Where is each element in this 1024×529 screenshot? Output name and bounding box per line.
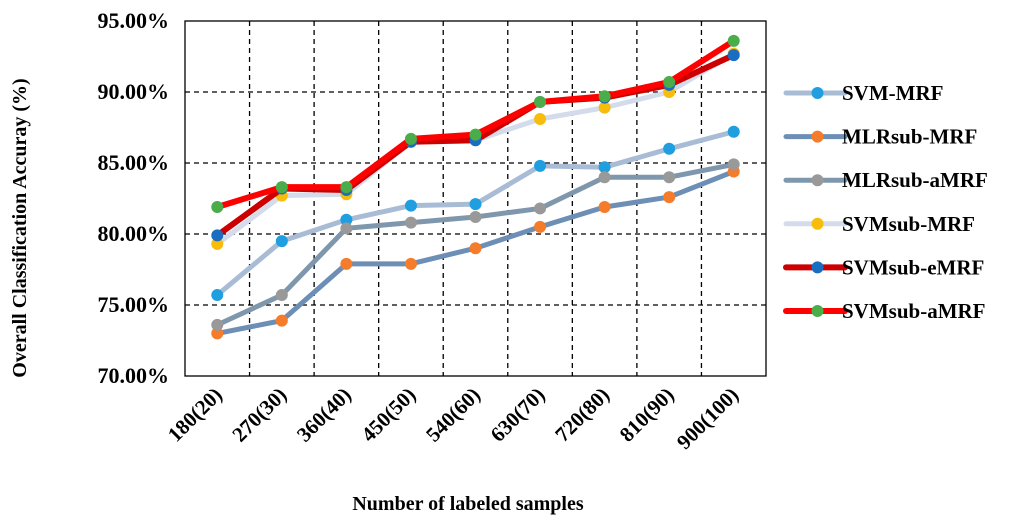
y-axis-title: Overall Classification Accuray (%) [9, 78, 31, 377]
data-point [598, 90, 611, 103]
legend-item: MLRsub-aMRF [783, 168, 988, 192]
series-line [214, 37, 737, 211]
series-svmsub-amrf [211, 34, 740, 214]
y-tick-label: 85.00% [98, 150, 170, 175]
data-point [598, 161, 611, 174]
x-tick-label: 720(80) [550, 383, 614, 447]
series-layer [211, 34, 740, 340]
series-svm-mrf [211, 125, 740, 302]
legend-swatch-marker [811, 217, 824, 230]
data-point [469, 210, 482, 223]
data-point [663, 76, 676, 89]
legend-swatch-marker [811, 261, 824, 274]
data-point [340, 257, 353, 270]
data-point [211, 229, 224, 242]
legend-item: SVM-MRF [783, 81, 943, 105]
data-point [727, 158, 740, 171]
data-point [275, 235, 288, 248]
data-point [404, 199, 417, 212]
data-point [211, 201, 224, 214]
legend-swatch-marker [811, 174, 824, 187]
x-tick-label: 450(50) [356, 383, 420, 447]
legend-swatch-marker [811, 305, 824, 317]
legend-item: SVMsub-aMRF [783, 299, 986, 323]
data-point [404, 216, 417, 229]
legend-swatch-marker [811, 130, 824, 143]
y-tick-label: 80.00% [98, 221, 170, 246]
data-point [534, 95, 547, 108]
plot-area-border [184, 20, 767, 377]
legend-item: SVMsub-MRF [783, 212, 975, 236]
data-point [211, 318, 224, 331]
data-point [340, 181, 353, 194]
y-tick-label: 70.00% [98, 363, 170, 388]
x-tick-label: 540(60) [421, 383, 485, 447]
legend-label: MLRsub-aMRF [842, 168, 988, 192]
data-point [275, 289, 288, 302]
series-mlrsub-mrf [211, 165, 740, 340]
data-point [469, 128, 482, 141]
legend-label: SVM-MRF [842, 81, 943, 105]
data-point [534, 159, 547, 172]
data-point [469, 198, 482, 211]
legend-label: SVMsub-aMRF [842, 299, 986, 323]
data-point [727, 34, 740, 47]
data-point [211, 237, 224, 250]
data-point [211, 327, 224, 340]
legend: SVM-MRF MLRsub-MRF MLRsub-aMRF SVMsub-MRF SV… [783, 81, 988, 323]
data-point [534, 202, 547, 215]
x-tick-label: 810(90) [615, 383, 679, 447]
data-point [275, 181, 288, 194]
data-point [275, 314, 288, 327]
data-point [211, 289, 224, 302]
x-tick-label: 360(40) [292, 383, 356, 447]
legend-swatch-marker [811, 87, 824, 99]
x-axis-title: Number of labeled samples [352, 493, 584, 515]
data-point [598, 201, 611, 214]
data-point [340, 222, 353, 235]
x-axis-ticks: 180(20) 270(30) 360(40) 450(50) 540(60) 630(7… [163, 383, 743, 454]
data-point [340, 213, 353, 226]
legend-item: MLRsub-MRF [783, 125, 977, 149]
data-point [598, 101, 611, 114]
data-point [727, 125, 740, 138]
y-tick-label: 95.00% [98, 8, 170, 33]
data-point [663, 171, 676, 184]
data-point [598, 171, 611, 184]
x-tick-label: 180(20) [163, 383, 227, 447]
data-point [469, 242, 482, 255]
y-tick-label: 75.00% [98, 292, 170, 317]
legend-label: MLRsub-MRF [842, 125, 977, 149]
data-point [663, 142, 676, 155]
data-point [727, 49, 740, 62]
y-tick-label: 90.00% [98, 79, 170, 104]
legend-item: SVMsub-eMRF [783, 255, 984, 279]
legend-label: SVMsub-eMRF [842, 255, 984, 279]
x-tick-label: 630(70) [486, 383, 550, 447]
data-point [534, 220, 547, 233]
x-tick-label: 270(30) [227, 383, 291, 447]
data-point [663, 191, 676, 204]
data-point [404, 132, 417, 145]
x-tick-label: 900(100) [672, 383, 743, 454]
data-point [404, 257, 417, 270]
y-axis-ticks: 70.00% 75.00% 80.00% 85.00% 90.00% 95.00% [98, 8, 170, 388]
series-mlrsub-amrf [211, 158, 740, 331]
grid-lines [184, 20, 767, 377]
data-point [534, 112, 547, 125]
legend-label: SVMsub-MRF [842, 212, 975, 236]
